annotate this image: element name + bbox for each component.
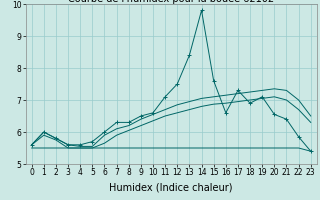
Title: Courbe de l'humidex pour la bouée 62102: Courbe de l'humidex pour la bouée 62102 [68,0,274,4]
X-axis label: Humidex (Indice chaleur): Humidex (Indice chaleur) [109,183,233,193]
